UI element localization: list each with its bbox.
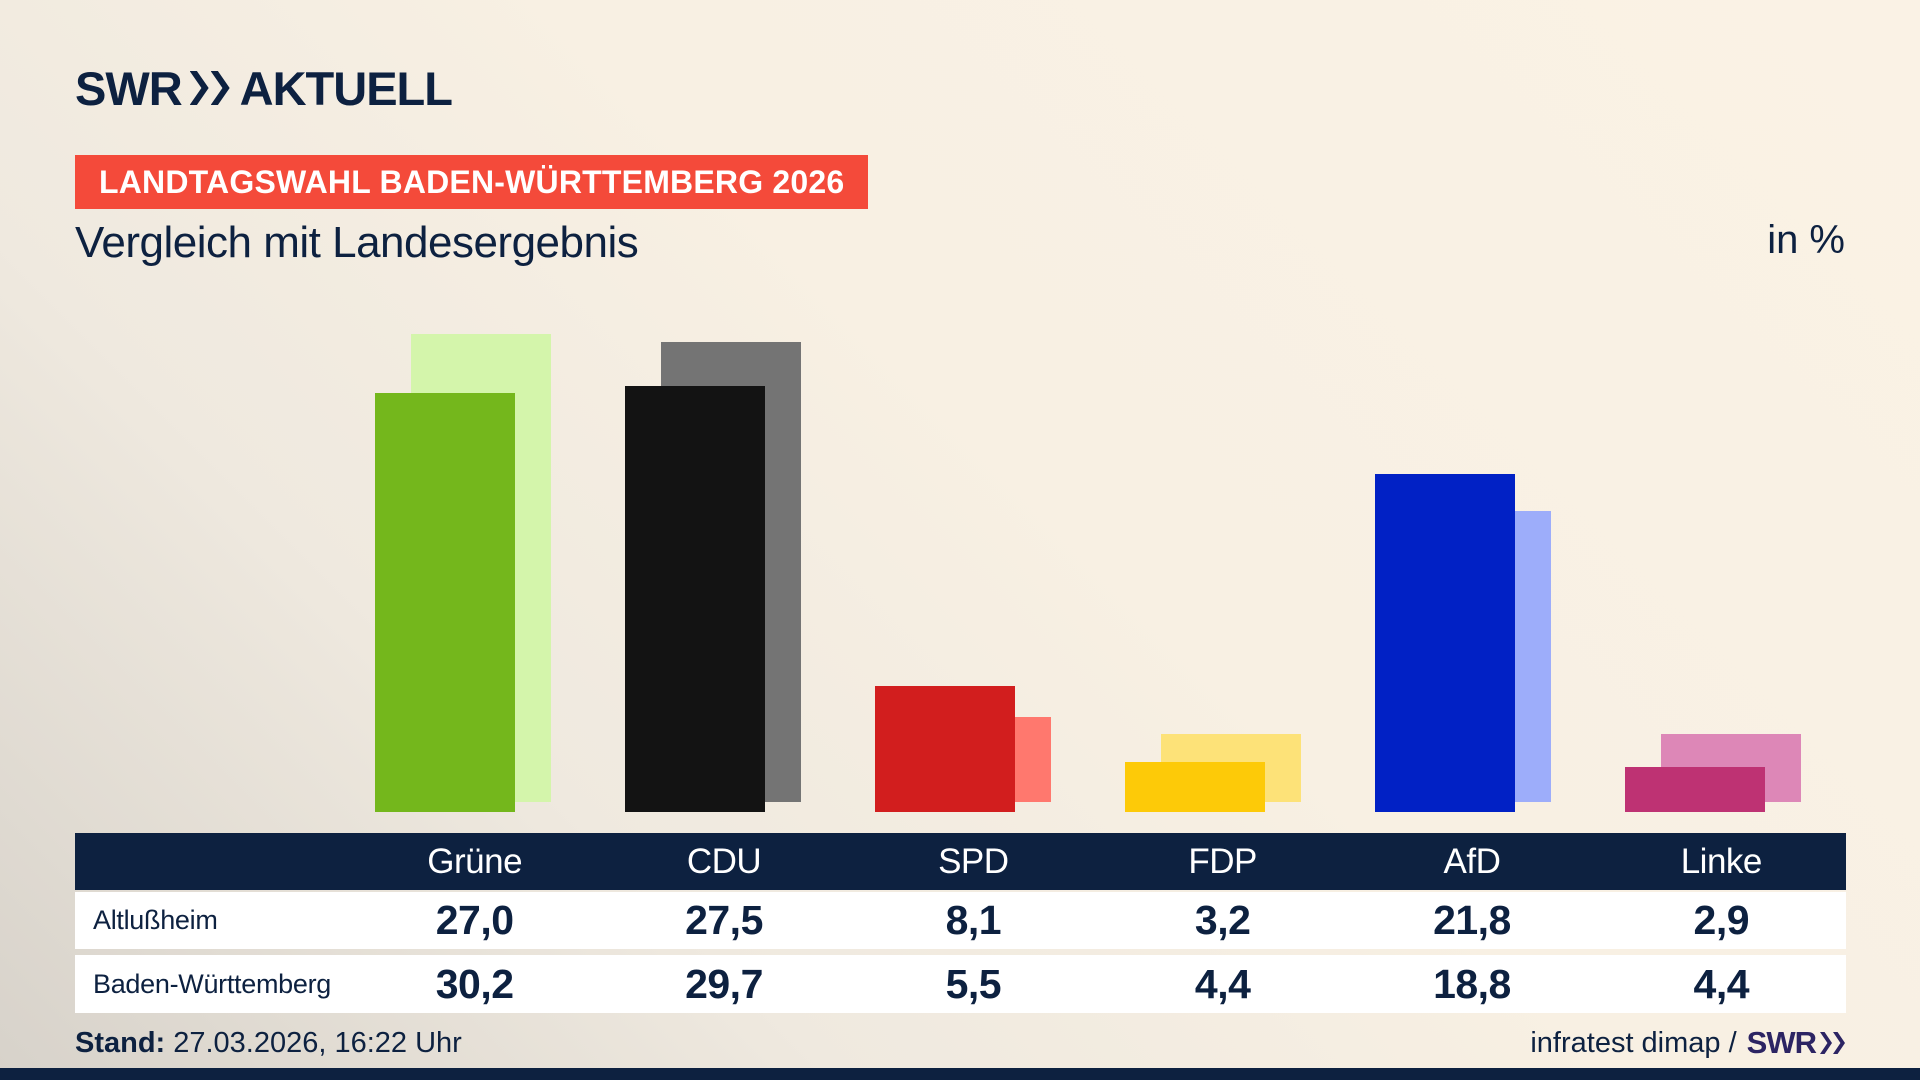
column-header-spd: SPD — [938, 841, 1009, 881]
value-fdp-state: 4,4 — [1194, 960, 1251, 1007]
row-label-municipality: Altlußheim — [93, 905, 218, 935]
source-swr-logo: SWR — [1747, 1025, 1845, 1061]
bar-linke-municipality — [1625, 767, 1765, 812]
column-header-cdu: CDU — [686, 841, 762, 881]
value-gruene-municipality: 27,0 — [435, 897, 514, 943]
stand-timestamp: Stand: 27.03.2026, 16:22 Uhr — [75, 1027, 462, 1060]
unit-label: in % — [1767, 218, 1845, 262]
column-header-fdp: FDP — [1188, 841, 1257, 881]
bar-fdp-municipality — [1125, 762, 1265, 812]
footer: Stand: 27.03.2026, 16:22 Uhr infratest di… — [75, 1020, 1845, 1066]
row-label-state: Baden-Württemberg — [93, 968, 332, 999]
source-credit: infratest dimap / SWR — [1530, 1025, 1845, 1061]
title-row: Vergleich mit Landesergebnis in % — [75, 218, 1845, 268]
results-table-header: Grüne CDU SPD FDP AfD Linke — [75, 833, 1846, 890]
value-fdp-municipality: 3,2 — [1194, 897, 1251, 943]
value-afd-state: 18,8 — [1433, 960, 1511, 1007]
source-label: infratest dimap / — [1530, 1026, 1737, 1059]
table-row-state: Baden-Württemberg 30,2 29,7 5,5 4,4 18,8 4,4 — [75, 955, 1846, 1013]
value-cdu-state: 29,7 — [685, 960, 763, 1007]
bar-gruene-municipality — [375, 393, 515, 812]
value-afd-municipality: 21,8 — [1433, 897, 1511, 943]
value-linke-state: 4,4 — [1693, 960, 1750, 1007]
table-row-municipality: Altlußheim 27,0 27,5 8,1 3,2 21,8 2,9 — [75, 892, 1846, 949]
column-header-gruene: Grüne — [427, 841, 523, 881]
column-header-afd: AfD — [1443, 841, 1501, 881]
value-linke-municipality: 2,9 — [1693, 897, 1750, 943]
value-spd-municipality: 8,1 — [945, 897, 1002, 943]
bar-spd-municipality — [875, 686, 1015, 812]
bar-cdu-municipality — [625, 386, 765, 812]
swr-aktuell-logo: SWR AKTUELL — [75, 61, 453, 115]
swr-brand-text: SWR — [75, 61, 183, 115]
value-gruene-state: 30,2 — [435, 960, 514, 1007]
column-header-linke: Linke — [1680, 841, 1763, 881]
bottom-strip — [0, 1068, 1920, 1080]
stand-label: Stand: — [75, 1026, 166, 1059]
swr-double-chevron-icon — [189, 71, 230, 105]
stand-value: 27.03.2026, 16:22 Uhr — [173, 1026, 462, 1059]
value-cdu-municipality: 27,5 — [685, 897, 763, 943]
swr-brand-suffix: AKTUELL — [239, 61, 453, 115]
election-banner: LANDTAGSWAHL BADEN-WÜRTTEMBERG 2026 — [75, 155, 869, 209]
bar-afd-municipality — [1375, 474, 1515, 812]
swr-double-chevron-small-icon — [1820, 1032, 1845, 1054]
chart-title: Vergleich mit Landesergebnis — [75, 218, 639, 267]
value-spd-state: 5,5 — [945, 960, 1002, 1007]
